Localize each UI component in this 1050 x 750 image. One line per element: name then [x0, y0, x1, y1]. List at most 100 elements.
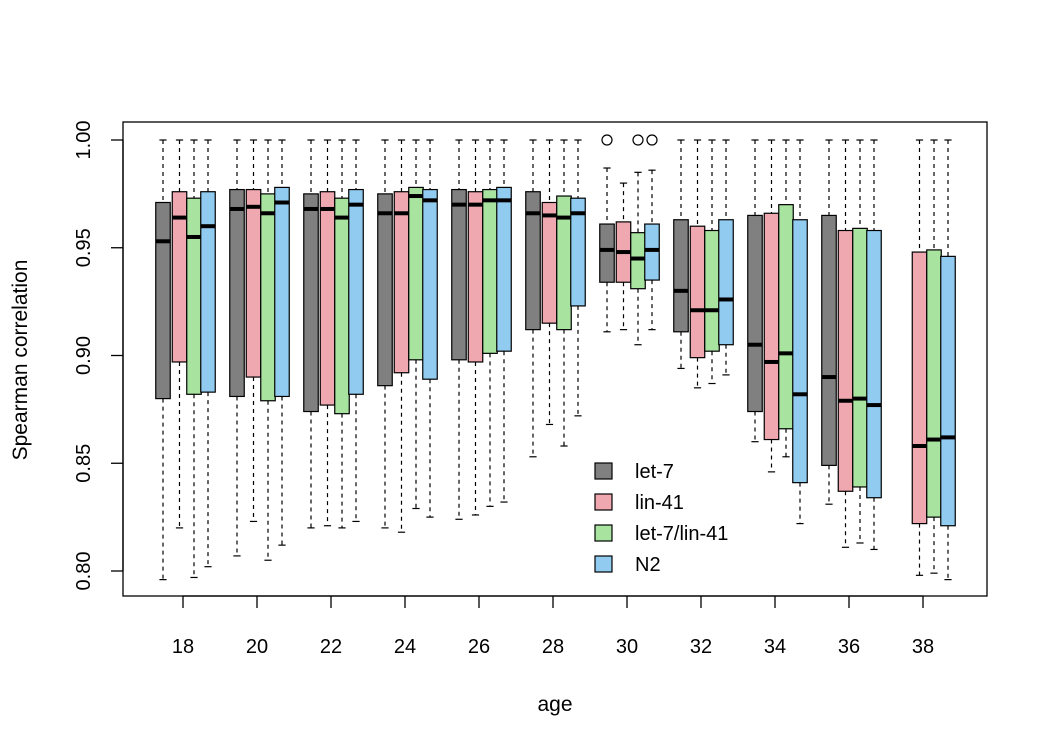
- box-body: [630, 232, 646, 290]
- box-body: [467, 191, 484, 363]
- box-let-7-lin-41-30: [630, 134, 646, 346]
- box-let-7-lin-41-22: [334, 139, 350, 529]
- legend-label: N2: [635, 554, 661, 576]
- box-body: [260, 193, 276, 402]
- legend-label: lin-41: [635, 492, 684, 514]
- box-body: [525, 191, 541, 331]
- box-groups: [155, 134, 956, 581]
- box-let-7-lin-41-20: [260, 139, 276, 561]
- box-lin-41-20: [245, 139, 262, 523]
- box-body: [837, 229, 854, 492]
- box-N2-20: [274, 139, 290, 546]
- box-let-7-34: [747, 139, 763, 443]
- box-let-7-lin-41-26: [482, 139, 498, 507]
- x-tick-label: 28: [542, 636, 564, 658]
- legend-label: let-7: [635, 461, 674, 483]
- box-body: [319, 191, 336, 406]
- box-body: [911, 251, 928, 525]
- box-lin-41-32: [689, 139, 706, 389]
- box-N2-18: [200, 139, 216, 568]
- box-lin-41-18: [171, 139, 188, 529]
- box-body: [763, 212, 780, 441]
- box-body: [792, 219, 808, 484]
- y-tick-label: 1.00: [73, 121, 95, 160]
- outlier-point: [646, 134, 658, 146]
- box-lin-41-24: [393, 139, 410, 533]
- box-let-7-32: [673, 139, 689, 370]
- box-N2-32: [718, 139, 734, 376]
- box-let-7-lin-41-36: [852, 139, 868, 544]
- box-body: [673, 219, 689, 333]
- legend-swatch: [594, 462, 613, 480]
- box-body: [229, 188, 245, 398]
- y-tick-label: 0.95: [73, 228, 95, 267]
- box-body: [821, 214, 837, 467]
- box-body: [200, 191, 216, 393]
- box-lin-41-22: [319, 139, 336, 527]
- x-axis: 18 20 22 24 26 28 30 32 34 36 38: [172, 595, 934, 658]
- x-tick-label: 24: [394, 636, 416, 658]
- box-body: [599, 223, 615, 283]
- x-tick-label: 36: [838, 636, 860, 658]
- box-N2-36: [866, 139, 882, 551]
- box-body: [644, 223, 660, 281]
- box-let-7-24: [377, 139, 393, 529]
- box-N2-30: [644, 134, 660, 331]
- box-let-7-28: [525, 139, 541, 458]
- box-body: [940, 255, 956, 527]
- box-lin-41-26: [467, 139, 484, 516]
- box-let-7-lin-41-24: [408, 139, 424, 510]
- legend-swatch: [594, 555, 613, 573]
- x-tick-label: 18: [172, 636, 194, 658]
- box-body: [718, 219, 734, 346]
- box-lin-41-38: [911, 139, 928, 576]
- box-let-7-20: [229, 139, 245, 557]
- box-body: [689, 225, 706, 359]
- box-let-7-lin-41-38: [926, 139, 942, 574]
- box-N2-24: [422, 139, 438, 518]
- box-body: [348, 188, 364, 395]
- box-body: [926, 249, 942, 518]
- box-lin-41-34: [763, 139, 780, 473]
- box-N2-22: [348, 139, 364, 523]
- box-body: [852, 227, 868, 488]
- box-body: [408, 186, 424, 361]
- box-body: [334, 197, 350, 415]
- box-let-7-36: [821, 139, 837, 505]
- legend-swatch: [594, 524, 613, 542]
- x-tick-label: 32: [690, 636, 712, 658]
- x-tick-label: 26: [468, 636, 490, 658]
- box-N2-34: [792, 139, 808, 525]
- y-tick-label: 0.90: [73, 336, 95, 375]
- box-body: [866, 229, 882, 499]
- outlier-point: [601, 134, 613, 146]
- x-tick-label: 22: [320, 636, 342, 658]
- x-tick-label: 34: [764, 636, 786, 658]
- box-lin-41-30: [615, 182, 632, 331]
- box-body: [496, 186, 512, 352]
- legend-swatch: [594, 493, 613, 511]
- x-axis-label: age: [537, 693, 572, 716]
- box-body: [778, 204, 794, 430]
- x-tick-label: 30: [616, 636, 638, 658]
- box-body: [245, 188, 262, 378]
- box-body: [451, 188, 467, 361]
- y-axis: 0.80 0.85 0.90 0.95 1.00: [73, 121, 124, 590]
- box-body: [541, 201, 558, 324]
- box-let-7-lin-41-28: [556, 139, 572, 447]
- box-body: [570, 197, 586, 307]
- box-let-7-lin-41-18: [186, 139, 202, 579]
- box-let-7-lin-41-34: [778, 139, 794, 458]
- box-let-7-30: [599, 134, 615, 333]
- box-N2-38: [940, 139, 956, 581]
- x-tick-label: 38: [912, 636, 934, 658]
- box-body: [482, 188, 498, 354]
- legend-label: let-7/lin-41: [635, 523, 728, 545]
- box-let-7-26: [451, 139, 467, 520]
- box-body: [747, 214, 763, 413]
- box-body: [393, 191, 410, 374]
- box-body: [422, 188, 438, 380]
- box-body: [186, 197, 202, 395]
- box-body: [155, 201, 171, 400]
